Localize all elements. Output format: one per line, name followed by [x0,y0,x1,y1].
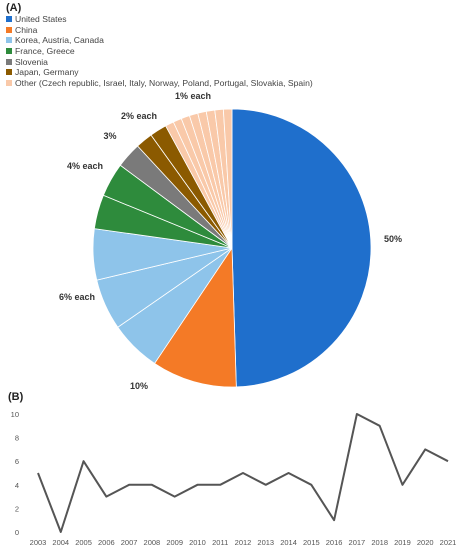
legend-item: Japan, Germany [6,67,313,78]
x-axis-ticks: 2003 2004 2005 2006 2007 2008 2009 2010 2011 2012… [30,538,457,547]
pie-data-label: 1% each [175,91,211,101]
x-tick-label: 2012 [235,538,252,547]
legend-label: United States [15,14,67,25]
x-tick-label: 2016 [326,538,343,547]
y-tick-label: 10 [11,410,19,419]
y-tick-label: 4 [15,481,19,490]
x-tick-label: 2004 [52,538,69,547]
legend-swatch [6,79,12,86]
pie-data-label: 2% each [121,111,157,121]
legend-swatch [6,16,12,23]
pie-slice [231,108,372,388]
panel-b-label: (B) [8,391,24,403]
x-tick-label: 2017 [349,538,366,547]
x-tick-label: 2008 [144,538,161,547]
pie-slice [153,246,237,388]
x-tick-label: 2006 [98,538,115,547]
pie-data-label: 50% [384,234,402,244]
panel-a-label: (A) [6,2,22,14]
x-tick-label: 2005 [75,538,92,547]
y-tick-label: 0 [15,528,19,537]
pie-data-label: 10% [130,381,148,391]
pie-data-labels: 50% 10% 6% each 4% each 3% 2% each 1% each [59,91,402,391]
legend-label: China [15,24,38,35]
pie-data-label: 6% each [59,292,95,302]
y-axis-ticks: 0 2 4 6 8 10 [11,410,19,537]
pie-data-label: 3% [103,131,116,141]
x-tick-label: 2003 [30,538,47,547]
x-tick-label: 2007 [121,538,138,547]
x-tick-label: 2015 [303,538,320,547]
legend-label: Other (Czech republic, Israel, Italy, No… [15,77,313,88]
x-tick-label: 2013 [257,538,274,547]
legend-item: Other (Czech republic, Israel, Italy, No… [6,78,313,89]
y-tick-label: 2 [15,504,19,513]
legend-label: Slovenia [15,56,48,67]
pie-legend: United States China Korea, Austria, Canada… [6,14,313,88]
legend-swatch [6,48,12,55]
pie-slices [92,108,372,388]
legend-swatch [6,58,12,65]
x-tick-label: 2021 [440,538,457,547]
legend-item: Korea, Austria, Canada [6,35,313,46]
legend-swatch [6,69,12,76]
legend-label: Korea, Austria, Canada [15,35,104,46]
pie-data-label: 4% each [67,161,103,171]
x-tick-label: 2011 [212,538,228,547]
x-tick-label: 2014 [280,538,297,547]
legend-swatch [6,37,12,44]
legend-item: China [6,25,313,36]
legend-item: United States [6,14,313,25]
series-line [37,413,449,533]
y-tick-label: 6 [15,457,19,466]
x-tick-label: 2019 [394,538,411,547]
x-tick-label: 2010 [189,538,206,547]
legend-label: Japan, Germany [15,67,79,78]
legend-swatch [6,26,12,33]
x-tick-label: 2020 [417,538,434,547]
pie-slice [222,108,233,249]
legend-item: Slovenia [6,56,313,67]
legend-item: France, Greece [6,46,313,57]
x-tick-label: 2009 [166,538,183,547]
legend-label: France, Greece [15,46,75,57]
x-tick-label: 2018 [371,538,388,547]
y-tick-label: 8 [15,434,19,443]
